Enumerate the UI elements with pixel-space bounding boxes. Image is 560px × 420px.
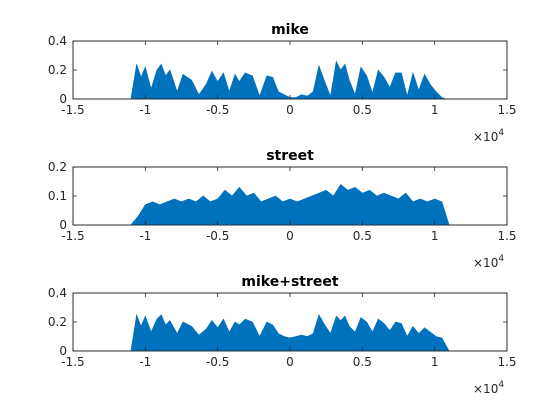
series-area-1-0 bbox=[130, 183, 450, 226]
chart-title-2: mike+street bbox=[241, 274, 338, 290]
x-tick-label-0-4: 0.5 bbox=[353, 103, 372, 117]
series-area-0-0 bbox=[130, 60, 447, 100]
x-multiplier-2: ×104 bbox=[473, 380, 504, 396]
x-tick-label-1-3: 0 bbox=[286, 229, 294, 243]
x-tick-label-0-1: -1 bbox=[139, 103, 151, 117]
x-tick-label-2-2: -0.5 bbox=[206, 355, 229, 369]
x-tick-label-0-2: -0.5 bbox=[206, 103, 229, 117]
x-tick-label-2-3: 0 bbox=[286, 355, 294, 369]
x-multiplier-1: ×104 bbox=[473, 254, 504, 270]
x-tick-label-1-4: 0.5 bbox=[353, 229, 372, 243]
chart-title-0: mike bbox=[271, 22, 309, 38]
y-tick-label-2-1: 0.2 bbox=[48, 315, 67, 329]
y-tick-label-0-0: 0 bbox=[59, 92, 67, 106]
x-tick-label-2-1: -1 bbox=[139, 355, 151, 369]
y-tick-label-2-0: 0 bbox=[59, 344, 67, 358]
x-tick-label-1-1: -1 bbox=[139, 229, 151, 243]
x-tick-label-1-0: -1.5 bbox=[61, 229, 84, 243]
x-tick-label-2-5: 1 bbox=[431, 355, 439, 369]
chart-title-1: street bbox=[266, 148, 314, 164]
y-tick-label-0-2: 0.4 bbox=[48, 34, 67, 48]
x-tick-label-0-6: 1.5 bbox=[497, 103, 516, 117]
x-tick-label-2-4: 0.5 bbox=[353, 355, 372, 369]
x-tick-label-1-5: 1 bbox=[431, 229, 439, 243]
x-multiplier-0: ×104 bbox=[473, 128, 504, 144]
x-tick-label-1-6: 1.5 bbox=[497, 229, 516, 243]
y-tick-label-1-1: 0.1 bbox=[48, 189, 67, 203]
y-tick-label-0-1: 0.2 bbox=[48, 63, 67, 77]
x-tick-label-0-3: 0 bbox=[286, 103, 294, 117]
x-tick-label-2-6: 1.5 bbox=[497, 355, 516, 369]
x-tick-label-0-0: -1.5 bbox=[61, 103, 84, 117]
y-tick-label-1-0: 0 bbox=[59, 218, 67, 232]
y-tick-label-1-2: 0.2 bbox=[48, 160, 67, 174]
x-tick-label-0-5: 1 bbox=[431, 103, 439, 117]
x-tick-label-1-2: -0.5 bbox=[206, 229, 229, 243]
series-area-2-0 bbox=[130, 313, 450, 352]
y-tick-label-2-2: 0.4 bbox=[48, 286, 67, 300]
x-tick-label-2-0: -1.5 bbox=[61, 355, 84, 369]
